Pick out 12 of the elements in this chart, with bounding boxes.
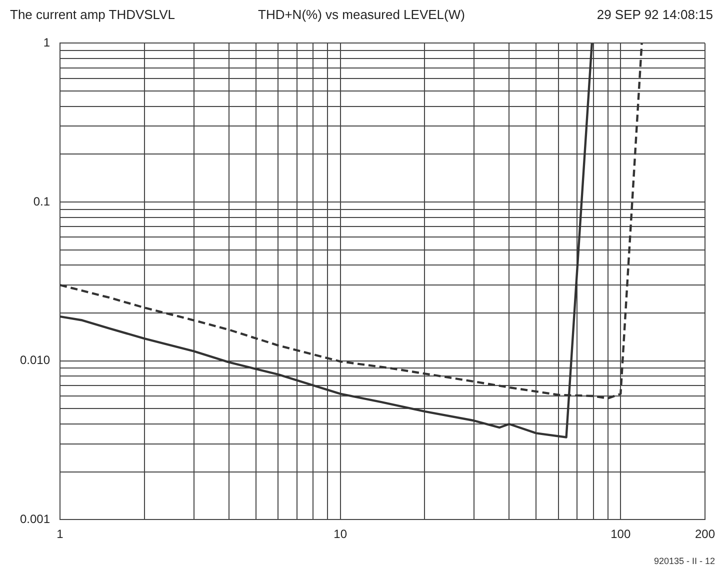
x-tick-label: 100 [610, 527, 631, 542]
y-tick-label: 0.1 [33, 194, 50, 208]
text: 920135 - II - 12 [654, 556, 715, 566]
text: 29 SEP 92 14:08:15 [596, 7, 713, 22]
y-tick-label: 0.001 [20, 512, 50, 526]
chart-subtitle: THD+N(%) vs measured LEVEL(W) [258, 7, 465, 22]
chart-title: The current amp THDVSLVL [10, 7, 175, 22]
x-tick-label: 10 [334, 527, 348, 542]
y-tick-label: 0.010 [20, 353, 50, 368]
y-tick-label: 1 [43, 36, 50, 50]
x-tick-label: 200 [694, 527, 716, 542]
x-tick-label: 1 [56, 527, 64, 542]
